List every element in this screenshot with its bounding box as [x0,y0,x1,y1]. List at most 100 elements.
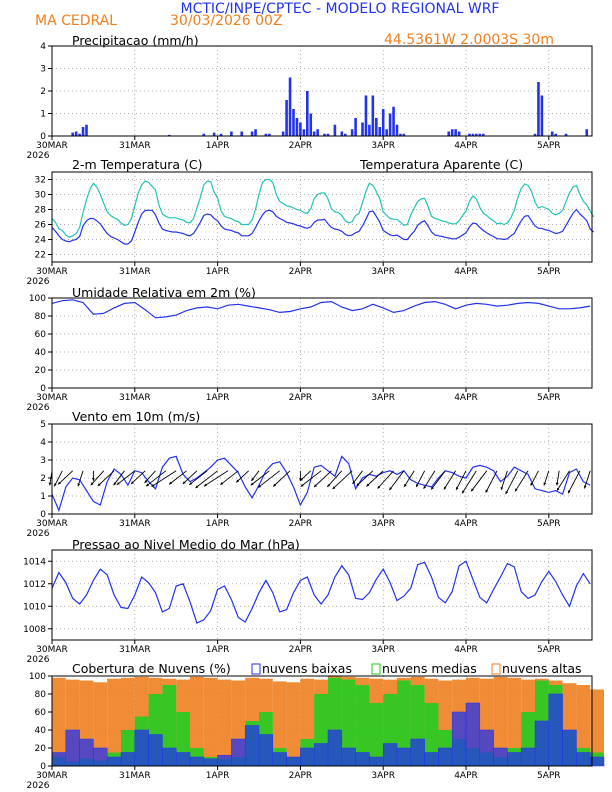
rh-x-tick-label: 2APR [289,393,313,403]
clouds-y-tick-label: 40 [35,726,47,736]
cloud-bar [313,743,329,767]
wind-panel: Vento em 10m (m/s) 0 1 2 3 4 5 30MAR 31MAR 1APR 2… [27,409,593,539]
wind-arrow-head [555,482,559,486]
precipitation-bar [450,129,454,136]
cloud-cover-panel: Cobertura de Nuvens (%) nuvens baixas nu… [27,661,605,791]
precip-x-tick-label: 5APR [537,141,561,151]
cloud-bar [355,685,370,766]
clouds-y-tick-label: 80 [35,690,47,700]
pressure-series-line [51,560,591,624]
cloud-bar [93,682,108,766]
temp-x-tick-label: 1APR [206,267,230,277]
wind-arrow-head [543,482,547,486]
header-title: MCTIC/INPE/CPTEC - MODELO REGIONAL WRF [181,1,500,17]
cloud-bar [107,678,121,766]
precipitation-bar [292,109,295,136]
wind-arrow [430,470,446,490]
wind-arrow-head [258,484,262,488]
temp-y-tick-label: 24 [35,236,47,246]
wind-arrow-head [314,484,317,487]
precipitation-bar [323,133,326,136]
temp-series-line [51,178,595,238]
wind-arrow [182,470,198,485]
cloud-bar [576,752,591,767]
wind-year-label: 2026 [27,529,50,539]
precipitation-bar [326,133,330,136]
precipitation-bar [264,133,268,136]
wind-series-line [51,455,591,513]
high-clouds-legend: nuvens altas [502,661,582,676]
temp-y-tick-label: 22 [35,251,46,261]
wind-arrow [145,470,167,487]
rh-x-tick-label: 31MAR [119,393,151,403]
rh-y-tick-label: 60 [35,330,47,340]
precipitation-bar [302,129,306,136]
rh-y-tick-label: 100 [29,294,46,304]
wind-arrow-head [471,488,474,492]
wind-arrow [195,470,218,489]
wind-arrow-head [485,489,489,493]
wind-arrow [257,470,280,488]
wind-x-tick-label: 30MAR [36,519,68,529]
rh-x-tick-label: 1APR [206,393,230,403]
cloud-bar [162,685,177,766]
wind-arrow-head [116,482,120,485]
relative-humidity-title: Umidade Relativa em 2m (%) [72,285,256,300]
wind-y-tick-label: 1 [40,492,46,502]
low-clouds-legend: nuvens baixas [262,661,352,676]
cloud-bar [355,752,370,767]
clouds-x-tick-label: 4APR [454,771,478,781]
precipitation-bar [540,95,544,136]
cloud-bar [327,729,343,767]
wind-arrow [423,470,436,490]
wind-arrow-head [443,486,447,490]
pressure-year-label: 2026 [27,655,50,665]
precipitation-bar [468,133,471,136]
pressure-x-tick-label: 2APR [289,645,313,655]
precipitation-bar [74,131,78,136]
mid-clouds-legend-swatch [371,663,381,675]
wind-y-tick-label: 3 [40,456,46,466]
wind-arrow-head [113,482,117,486]
precipitation-bar [309,113,313,136]
cloud-bar [189,756,205,767]
wind-arrow [326,470,343,488]
wind-arrow [97,470,115,487]
temp-plot-frame [51,171,593,263]
wind-arrow-head [356,483,360,486]
temp-year-label: 2026 [27,277,50,287]
low-clouds-legend-swatch [251,663,261,675]
wind-arrow-head [146,483,150,487]
precipitation-bar [340,131,344,136]
clouds-x-tick-label: 1APR [206,771,230,781]
wind-arrow-head [366,483,370,487]
precipitation-bar [295,118,299,136]
pressure-title: Pressao ao Nivel Medio do Mar (hPa) [72,537,300,552]
precipitation-bar [381,109,385,136]
wind-arrow-head [90,482,94,486]
wind-y-tick-label: 0 [40,510,46,520]
wind-y-tick-label: 5 [40,420,46,430]
cloud-bar [424,752,439,767]
precipitation-bar [288,77,292,136]
wind-x-tick-label: 5APR [537,519,561,529]
wind-arrow [455,470,467,491]
precipitation-bar [550,131,554,136]
cloud-bar [369,756,384,767]
rh-y-tick-label: 80 [35,312,47,322]
precipitation-bar [537,82,540,136]
precipitation-bar [478,133,482,136]
temp-x-tick-label: 5APR [537,267,561,277]
wind-arrow-head [203,483,207,487]
cloud-bar [286,682,301,766]
wind-arrow [567,470,581,494]
wind-arrow [168,470,187,485]
pressure-y-tick-label: 1008 [23,625,46,635]
temp-x-tick-label: 4APR [454,267,478,277]
temperature-title: 2-m Temperatura (C) [72,157,203,172]
wind-arrow-head [404,483,407,487]
wind-arrow-head [251,477,255,481]
precipitation-bar [85,124,88,136]
cloud-bar [148,734,163,767]
wind-arrow [203,470,229,487]
